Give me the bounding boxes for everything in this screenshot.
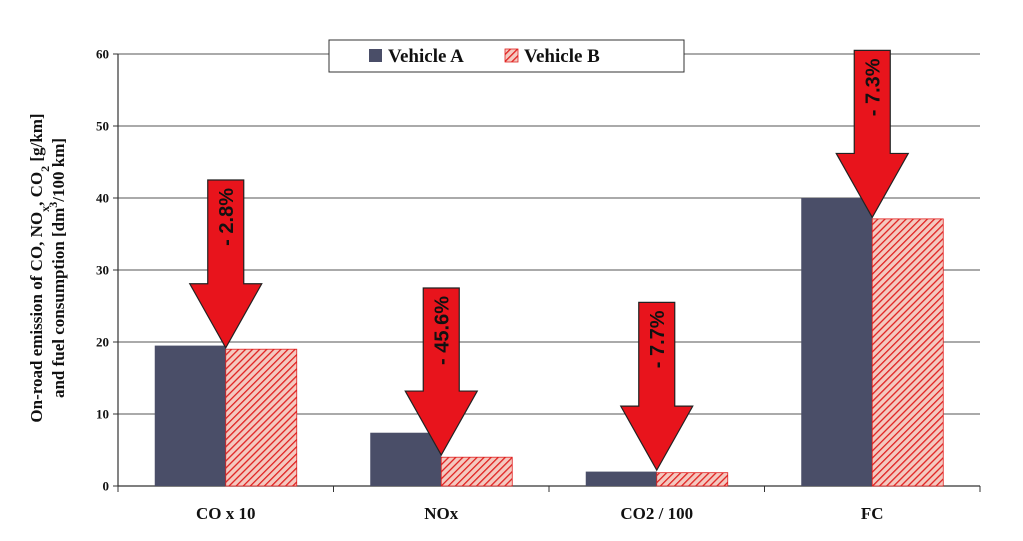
bar-vehicle-b-0	[225, 348, 298, 487]
y-tick-label: 10	[96, 407, 109, 422]
category-labels: CO x 10 NOx CO2 / 100 FC	[196, 504, 884, 523]
y-tick-labels: 0 10 20 30 40 50 60	[96, 47, 109, 494]
category-label: CO x 10	[196, 504, 256, 523]
y-tick-label: 0	[103, 479, 110, 494]
y-axis-title-line-1: On-road emission of CO, NOx, CO2 [g/km]	[27, 113, 52, 422]
bar-vehicle-b-1	[440, 456, 513, 487]
reduction-arrow	[835, 49, 910, 219]
y-tick-label: 40	[96, 191, 109, 206]
bar-vehicle-a-2	[585, 471, 657, 486]
bars	[154, 198, 944, 487]
legend: Vehicle A Vehicle B	[328, 39, 685, 73]
reduction-arrow	[404, 287, 479, 457]
legend-swatch-vehicle-a	[369, 49, 382, 62]
y-axis-title-line-2: and fuel consumption [dm3/100 km]	[46, 138, 68, 398]
y-tick-label: 60	[96, 47, 109, 62]
reduction-arrow	[188, 179, 263, 349]
legend-label-vehicle-b: Vehicle B	[524, 46, 600, 67]
category-label: CO2 / 100	[620, 504, 693, 523]
reduction-label: - 7.3%	[862, 58, 884, 116]
legend-label-vehicle-a: Vehicle A	[388, 46, 464, 67]
bar-vehicle-a-0	[154, 345, 226, 486]
bar-vehicle-b-2	[656, 472, 729, 487]
category-label: FC	[861, 504, 884, 523]
category-label: NOx	[424, 504, 459, 523]
reduction-label: - 45.6%	[431, 296, 453, 365]
y-axis-title: On-road emission of CO, NOx, CO2 [g/km] …	[27, 113, 68, 422]
reduction-label: - 7.7%	[647, 310, 669, 368]
reduction-annotations: - 2.8% - 45.6% - 7.7% - 7.3%	[188, 49, 910, 472]
reduction-arrow	[619, 301, 694, 472]
y-tick-label: 30	[96, 263, 109, 278]
bar-vehicle-a-3	[801, 198, 873, 486]
legend-swatch-vehicle-b	[504, 48, 519, 63]
bar-vehicle-b-3	[871, 218, 944, 487]
y-tick-label: 20	[96, 335, 109, 350]
bar-vehicle-a-1	[370, 432, 442, 486]
y-tick-label: 50	[96, 119, 109, 134]
reduction-label: - 2.8%	[216, 188, 238, 246]
